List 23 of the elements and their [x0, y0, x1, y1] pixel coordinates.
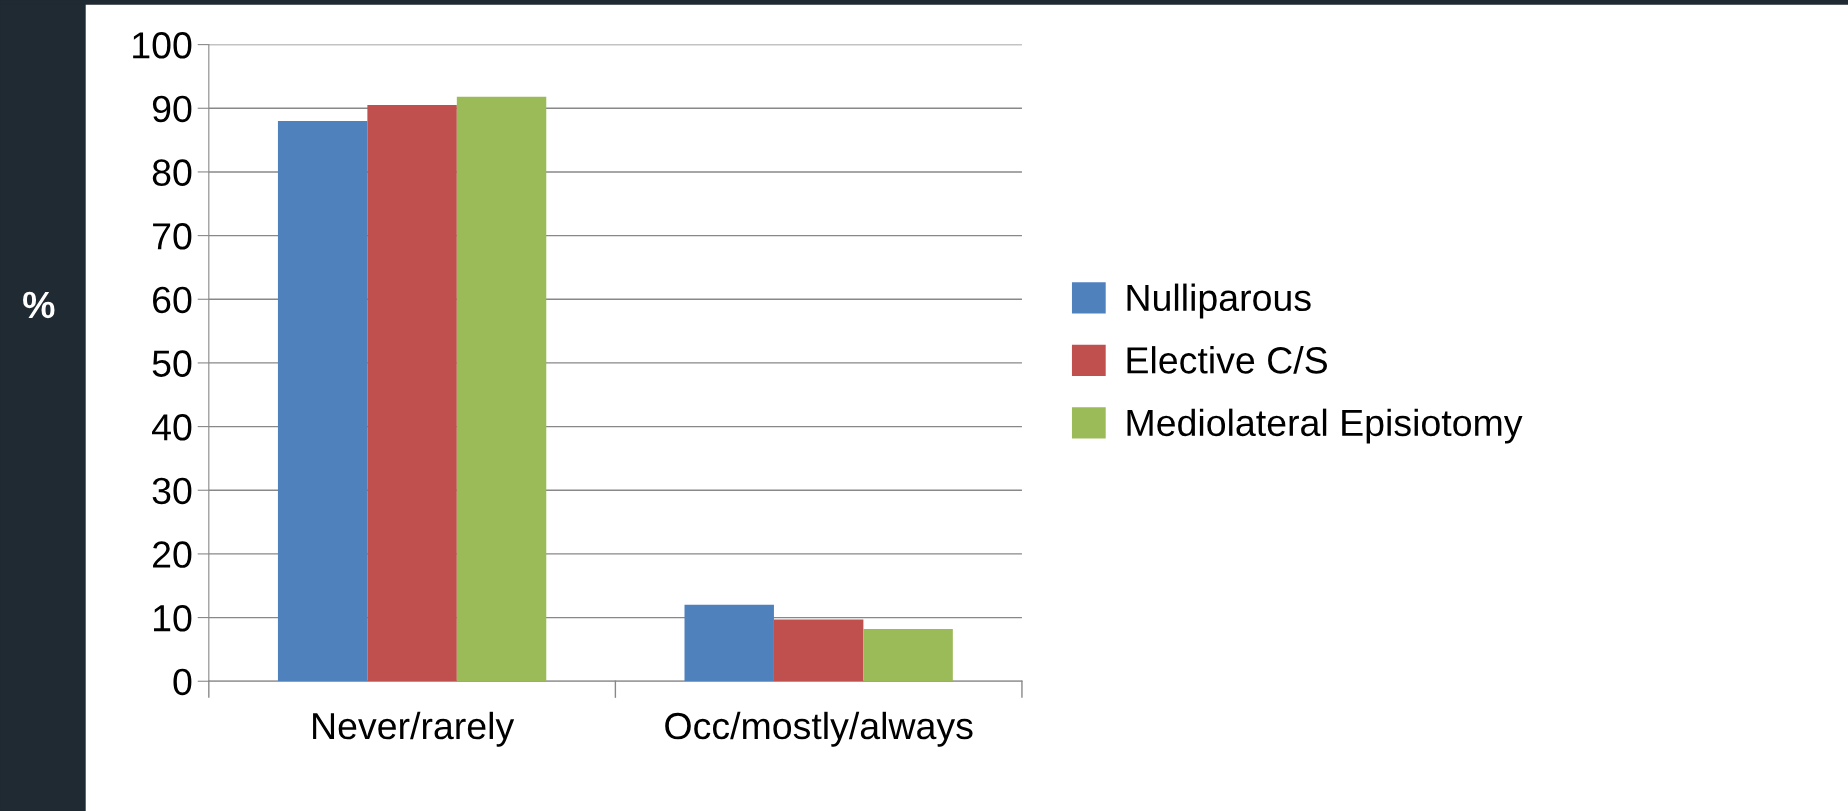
x-tick-label: Never/rarely [313, 711, 515, 747]
y-tick-label: 90 [152, 95, 192, 123]
y-tick-label: 70 [153, 223, 192, 250]
y-tick-label: 50 [152, 350, 192, 377]
y-axis-title: % [23, 291, 55, 319]
y-tick-label: 60 [153, 286, 192, 314]
y-tick-label: 10 [154, 604, 192, 632]
y-tick-label: 100 [133, 32, 192, 59]
bar [277, 121, 368, 682]
y-tick-label: 20 [153, 541, 192, 568]
y-tick-label: 80 [152, 159, 192, 186]
legend-label: Elective C/S [1127, 346, 1327, 374]
y-tick-label: 40 [152, 413, 192, 441]
bar [684, 604, 774, 682]
y-tick-label: 30 [152, 477, 192, 505]
bar [863, 629, 953, 682]
bar [367, 105, 457, 682]
legend-label: Nulliparous [1127, 283, 1311, 319]
x-tick-label: Occ/mostly/always [665, 711, 973, 747]
legend-label: Mediolateral Episiotomy [1127, 408, 1523, 444]
bar [456, 96, 547, 682]
bar [773, 619, 864, 682]
y-tick-label: 0 [173, 668, 192, 696]
